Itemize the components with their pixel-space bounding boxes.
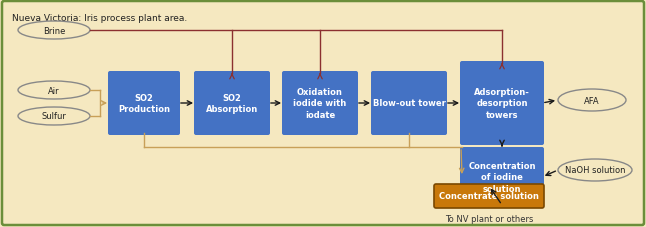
Text: SO2
Absorption: SO2 Absorption bbox=[206, 94, 258, 114]
FancyBboxPatch shape bbox=[460, 147, 544, 207]
Ellipse shape bbox=[18, 82, 90, 100]
FancyBboxPatch shape bbox=[282, 72, 358, 135]
Text: NaOH solution: NaOH solution bbox=[565, 166, 625, 175]
Text: To NV plant or others: To NV plant or others bbox=[445, 214, 533, 223]
FancyBboxPatch shape bbox=[460, 62, 544, 145]
Ellipse shape bbox=[18, 108, 90, 126]
FancyBboxPatch shape bbox=[108, 72, 180, 135]
FancyBboxPatch shape bbox=[434, 184, 544, 208]
Text: Air: Air bbox=[48, 86, 60, 95]
Text: Nueva Victoria: Iris process plant area.: Nueva Victoria: Iris process plant area. bbox=[12, 14, 187, 23]
Ellipse shape bbox=[18, 22, 90, 40]
Text: Concentration
of iodine
solution: Concentration of iodine solution bbox=[468, 162, 536, 193]
FancyBboxPatch shape bbox=[2, 2, 644, 225]
FancyBboxPatch shape bbox=[371, 72, 447, 135]
Text: Adsorption-
desorption
towers: Adsorption- desorption towers bbox=[474, 88, 530, 119]
FancyBboxPatch shape bbox=[194, 72, 270, 135]
Text: AFA: AFA bbox=[584, 96, 600, 105]
Text: Concentrate solution: Concentrate solution bbox=[439, 192, 539, 201]
Text: SO2
Production: SO2 Production bbox=[118, 94, 170, 114]
Text: Brine: Brine bbox=[43, 26, 65, 35]
Ellipse shape bbox=[558, 90, 626, 111]
Ellipse shape bbox=[558, 159, 632, 181]
Text: Blow-out tower: Blow-out tower bbox=[373, 99, 446, 108]
Text: Oxidation
iodide with
iodate: Oxidation iodide with iodate bbox=[293, 88, 347, 119]
Text: Sulfur: Sulfur bbox=[41, 112, 67, 121]
